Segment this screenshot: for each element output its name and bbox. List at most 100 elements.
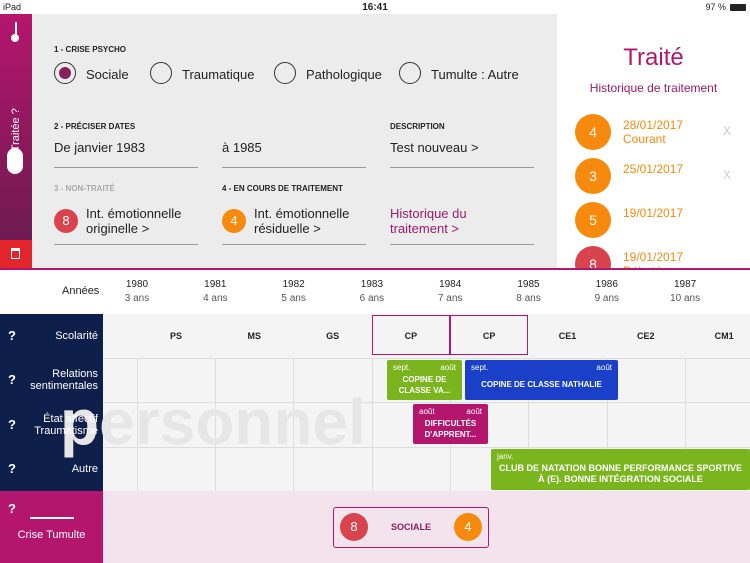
- history-title: Traité: [623, 44, 684, 71]
- radio[interactable]: [274, 62, 296, 84]
- row-label: Scolarité: [55, 330, 98, 342]
- history-subtitle: Historique de traitement: [589, 81, 718, 95]
- badge: 8: [54, 209, 78, 233]
- note: Débuté: [623, 264, 662, 268]
- pulse-icon: [30, 517, 74, 519]
- help[interactable]: ?: [8, 461, 16, 476]
- link[interactable]: Int. émotionnelle originelle >: [86, 206, 182, 236]
- age: 4 ans: [203, 293, 228, 304]
- age: 10 ans: [670, 293, 701, 304]
- section-title: 2 - PRÉCISER DATES: [54, 122, 136, 131]
- date: 28/01/2017: [623, 118, 684, 132]
- date-from[interactable]: De janvier 1983: [54, 140, 146, 155]
- crise-box[interactable]: 8 SOCIALE 4: [333, 507, 489, 548]
- history-list: 4 28/01/2017 Courant X 3 25/01/2017 X 5 19/01/20…: [557, 100, 750, 268]
- description[interactable]: Test nouveau >: [390, 140, 479, 155]
- radio[interactable]: [150, 62, 172, 84]
- section-title: 4 - EN COURS DE TRAITEMENT: [222, 184, 343, 193]
- link[interactable]: Int. émotionnelle résiduelle >: [254, 206, 350, 236]
- badge: 8: [340, 513, 368, 541]
- school-cell[interactable]: CE1: [558, 331, 577, 341]
- age: 6 ans: [359, 293, 385, 304]
- badge: 5: [575, 202, 611, 238]
- event-start: janv.: [497, 452, 514, 461]
- close[interactable]: X: [723, 124, 732, 138]
- radio-label[interactable]: Traumatique: [182, 67, 255, 82]
- separator: [0, 268, 750, 270]
- grid-line: [215, 358, 217, 491]
- school-cell[interactable]: GS: [326, 331, 340, 341]
- grid-line: [293, 358, 295, 491]
- event-end: août: [596, 363, 612, 372]
- badge: 3: [575, 158, 611, 194]
- help[interactable]: ?: [8, 328, 16, 343]
- battery-icon: [730, 4, 746, 11]
- device: iPad: [3, 2, 22, 12]
- row-label: État affectif Traumatisme: [34, 412, 98, 437]
- event-end: août: [466, 407, 482, 416]
- event-start: août: [419, 407, 435, 416]
- underline: [54, 167, 198, 168]
- grid-line: [103, 447, 750, 448]
- age: 5 ans: [281, 293, 306, 304]
- underline: [390, 244, 534, 245]
- grid-line: [136, 358, 138, 491]
- radio-label[interactable]: Tumulte : Autre: [431, 67, 519, 82]
- radio-label[interactable]: Pathologique: [306, 67, 382, 82]
- sidebar: [0, 14, 32, 240]
- underline: [222, 244, 366, 245]
- grid-line: [684, 358, 686, 491]
- date: 19/01/2017: [623, 250, 684, 264]
- arrow-dot: [11, 34, 19, 42]
- help[interactable]: ?: [8, 501, 16, 516]
- battery: 97 %: [705, 2, 726, 12]
- event[interactable]: sept. août COPINE DE CLASSE VA...: [387, 360, 462, 400]
- radio-dot: [59, 67, 71, 79]
- radio[interactable]: [54, 62, 76, 84]
- event[interactable]: sept. août COPINE DE CLASSE NATHALIE: [465, 360, 618, 400]
- section-title: 1 - CRISE PSYCHO: [54, 45, 127, 54]
- age: 3 ans: [124, 293, 150, 304]
- trash-button[interactable]: [0, 240, 32, 268]
- watermark: personnel: [60, 386, 366, 458]
- date-to[interactable]: à 1985: [222, 140, 262, 155]
- year: 1987: [673, 279, 697, 290]
- label-crise: [0, 491, 103, 563]
- school-cell[interactable]: PS: [169, 331, 182, 341]
- underline: [222, 167, 366, 168]
- crise-bg: [103, 491, 750, 563]
- age: 9 ans: [594, 293, 620, 304]
- event[interactable]: août août DIFFICULTÉS D'APPRENT...: [413, 404, 488, 444]
- history-link[interactable]: Historique du traitement >: [390, 206, 467, 236]
- close[interactable]: X: [723, 168, 732, 182]
- grid-line: [103, 402, 750, 403]
- grid-line: [371, 358, 373, 491]
- event-title: COPINE DE CLASSE NATHALIE: [481, 380, 602, 389]
- school-cell[interactable]: CE2: [637, 331, 655, 341]
- event-title: CLUB DE NATATION BONNE PERFORMANCE SPORT…: [498, 463, 742, 484]
- school-cell[interactable]: CP: [450, 315, 529, 355]
- school-cell[interactable]: CM1: [714, 331, 734, 341]
- help[interactable]: ?: [8, 416, 16, 432]
- label-column: [0, 314, 103, 491]
- event-start: sept.: [393, 363, 411, 372]
- trash-icon: [11, 248, 20, 259]
- school-cell[interactable]: CP: [371, 315, 450, 355]
- toggle[interactable]: [7, 148, 23, 174]
- form-panel: [32, 14, 557, 268]
- school-cell[interactable]: MS: [247, 331, 262, 341]
- time: 16:41: [362, 2, 388, 13]
- help[interactable]: ?: [8, 372, 16, 387]
- age: 8 ans: [516, 293, 541, 304]
- event[interactable]: janv. CLUB DE NATATION BONNE PERFORMANCE …: [491, 449, 750, 490]
- radio[interactable]: [399, 62, 421, 84]
- year: 1985: [517, 279, 540, 290]
- crise-label: SOCIALE: [390, 522, 431, 532]
- year: 1980: [125, 279, 149, 290]
- arrow-icon[interactable]: [15, 22, 17, 36]
- row-label: Autre: [71, 463, 98, 475]
- event-title: DIFFICULTÉS D'APPRENT...: [424, 419, 477, 439]
- underline: [390, 167, 534, 168]
- radio-label[interactable]: Sociale: [86, 67, 129, 82]
